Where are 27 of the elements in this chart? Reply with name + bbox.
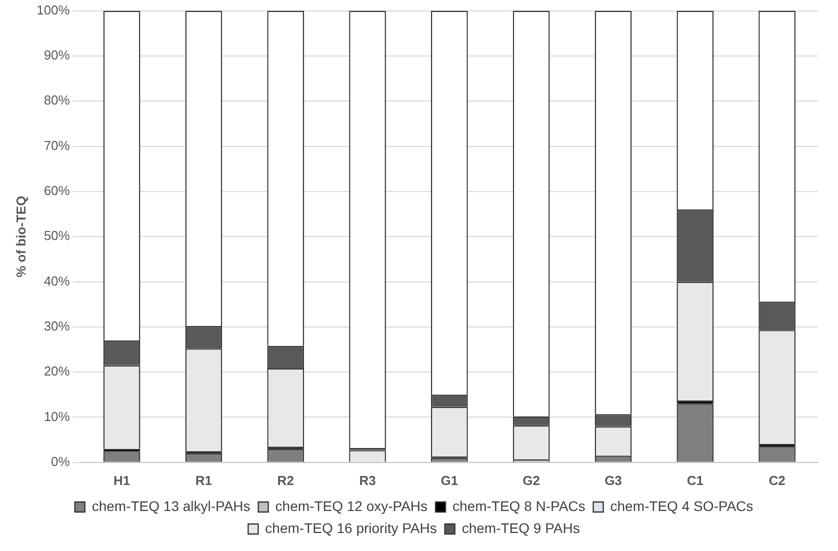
y-tick-label: 90%: [44, 48, 70, 63]
y-tick-label: 60%: [44, 183, 70, 198]
y-tick-label: 40%: [44, 273, 70, 288]
y-tick-label: 30%: [44, 318, 70, 334]
legend-label: chem-TEQ 16 priority PAHs: [265, 520, 437, 536]
x-tick-label: C2: [768, 472, 786, 488]
legend-label: chem-TEQ 13 alkyl-PAHs: [92, 498, 250, 514]
y-tick-label: 50%: [44, 228, 70, 244]
legend-label: chem-TEQ 8 N-PACs: [452, 498, 586, 514]
x-tick-label: G3: [604, 472, 622, 488]
y-axis-title: % of bio-TEQ: [13, 196, 28, 278]
y-tick-label: 80%: [44, 92, 70, 108]
x-tick-label: G2: [522, 472, 540, 488]
y-tick-label: 70%: [44, 138, 70, 153]
x-tick-label: R3: [359, 472, 376, 488]
legend-label: chem-TEQ 12 oxy-PAHs: [275, 498, 428, 514]
x-tick-label: H1: [113, 472, 130, 488]
x-tick-label: G1: [440, 472, 458, 488]
y-tick-label: 20%: [44, 364, 70, 379]
y-tick-label: 0%: [51, 454, 70, 469]
x-tick-label: R1: [195, 472, 212, 488]
y-tick-label: 100%: [36, 2, 70, 18]
legend-label: chem-TEQ 9 PAHs: [462, 520, 580, 536]
x-tick-label: C1: [686, 472, 704, 488]
x-tick-label: R2: [277, 472, 294, 488]
y-tick-label: 10%: [44, 408, 70, 424]
legend-label: chem-TEQ 4 SO-PACs: [610, 498, 754, 514]
